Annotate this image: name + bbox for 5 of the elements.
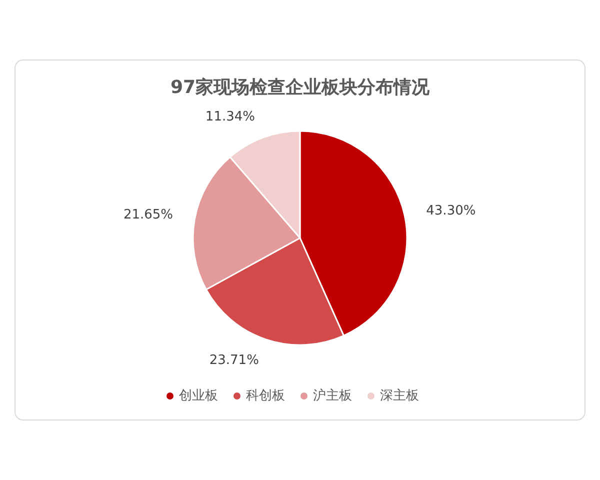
legend-label: 科创板 xyxy=(246,388,285,404)
title: 97家现场检查企业板块分布情况 xyxy=(170,76,430,98)
legend-label: 创业板 xyxy=(179,388,218,404)
legend-label: 深主板 xyxy=(380,388,419,404)
legend-label: 沪主板 xyxy=(313,388,352,404)
